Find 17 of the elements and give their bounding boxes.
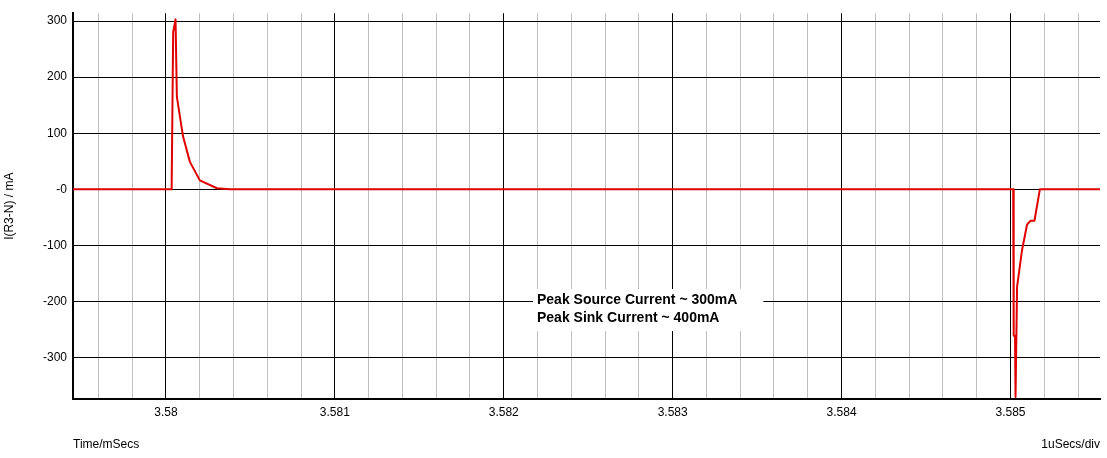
x-tick-label: 3.58 xyxy=(154,404,178,419)
x-tick-label: 3.581 xyxy=(319,404,351,419)
y-tick-label: -300 xyxy=(42,350,68,364)
y-axis-title: I(R3-N) / mA xyxy=(1,172,16,240)
y-tick-label: -0 xyxy=(56,181,68,196)
y-tick-label: -100 xyxy=(42,237,68,252)
x-tick-label: 3.584 xyxy=(826,404,857,419)
x-axis-title: Time/mSecs xyxy=(73,437,140,452)
y-tick-label: -200 xyxy=(42,293,68,308)
y-tick-label: 200 xyxy=(46,69,68,84)
x-tick-label: 3.585 xyxy=(995,404,1026,419)
x-tick-label: 3.583 xyxy=(657,404,688,419)
text: 1uSecs/div xyxy=(1041,437,1100,452)
y-tick-label: 100 xyxy=(46,125,68,140)
x-tick-label: 3.582 xyxy=(488,404,520,419)
annotation: Peak Source Current ~ 300mA Peak Sink Current ~ 400mA xyxy=(537,290,738,325)
y-tick-label: 300 xyxy=(46,13,68,28)
